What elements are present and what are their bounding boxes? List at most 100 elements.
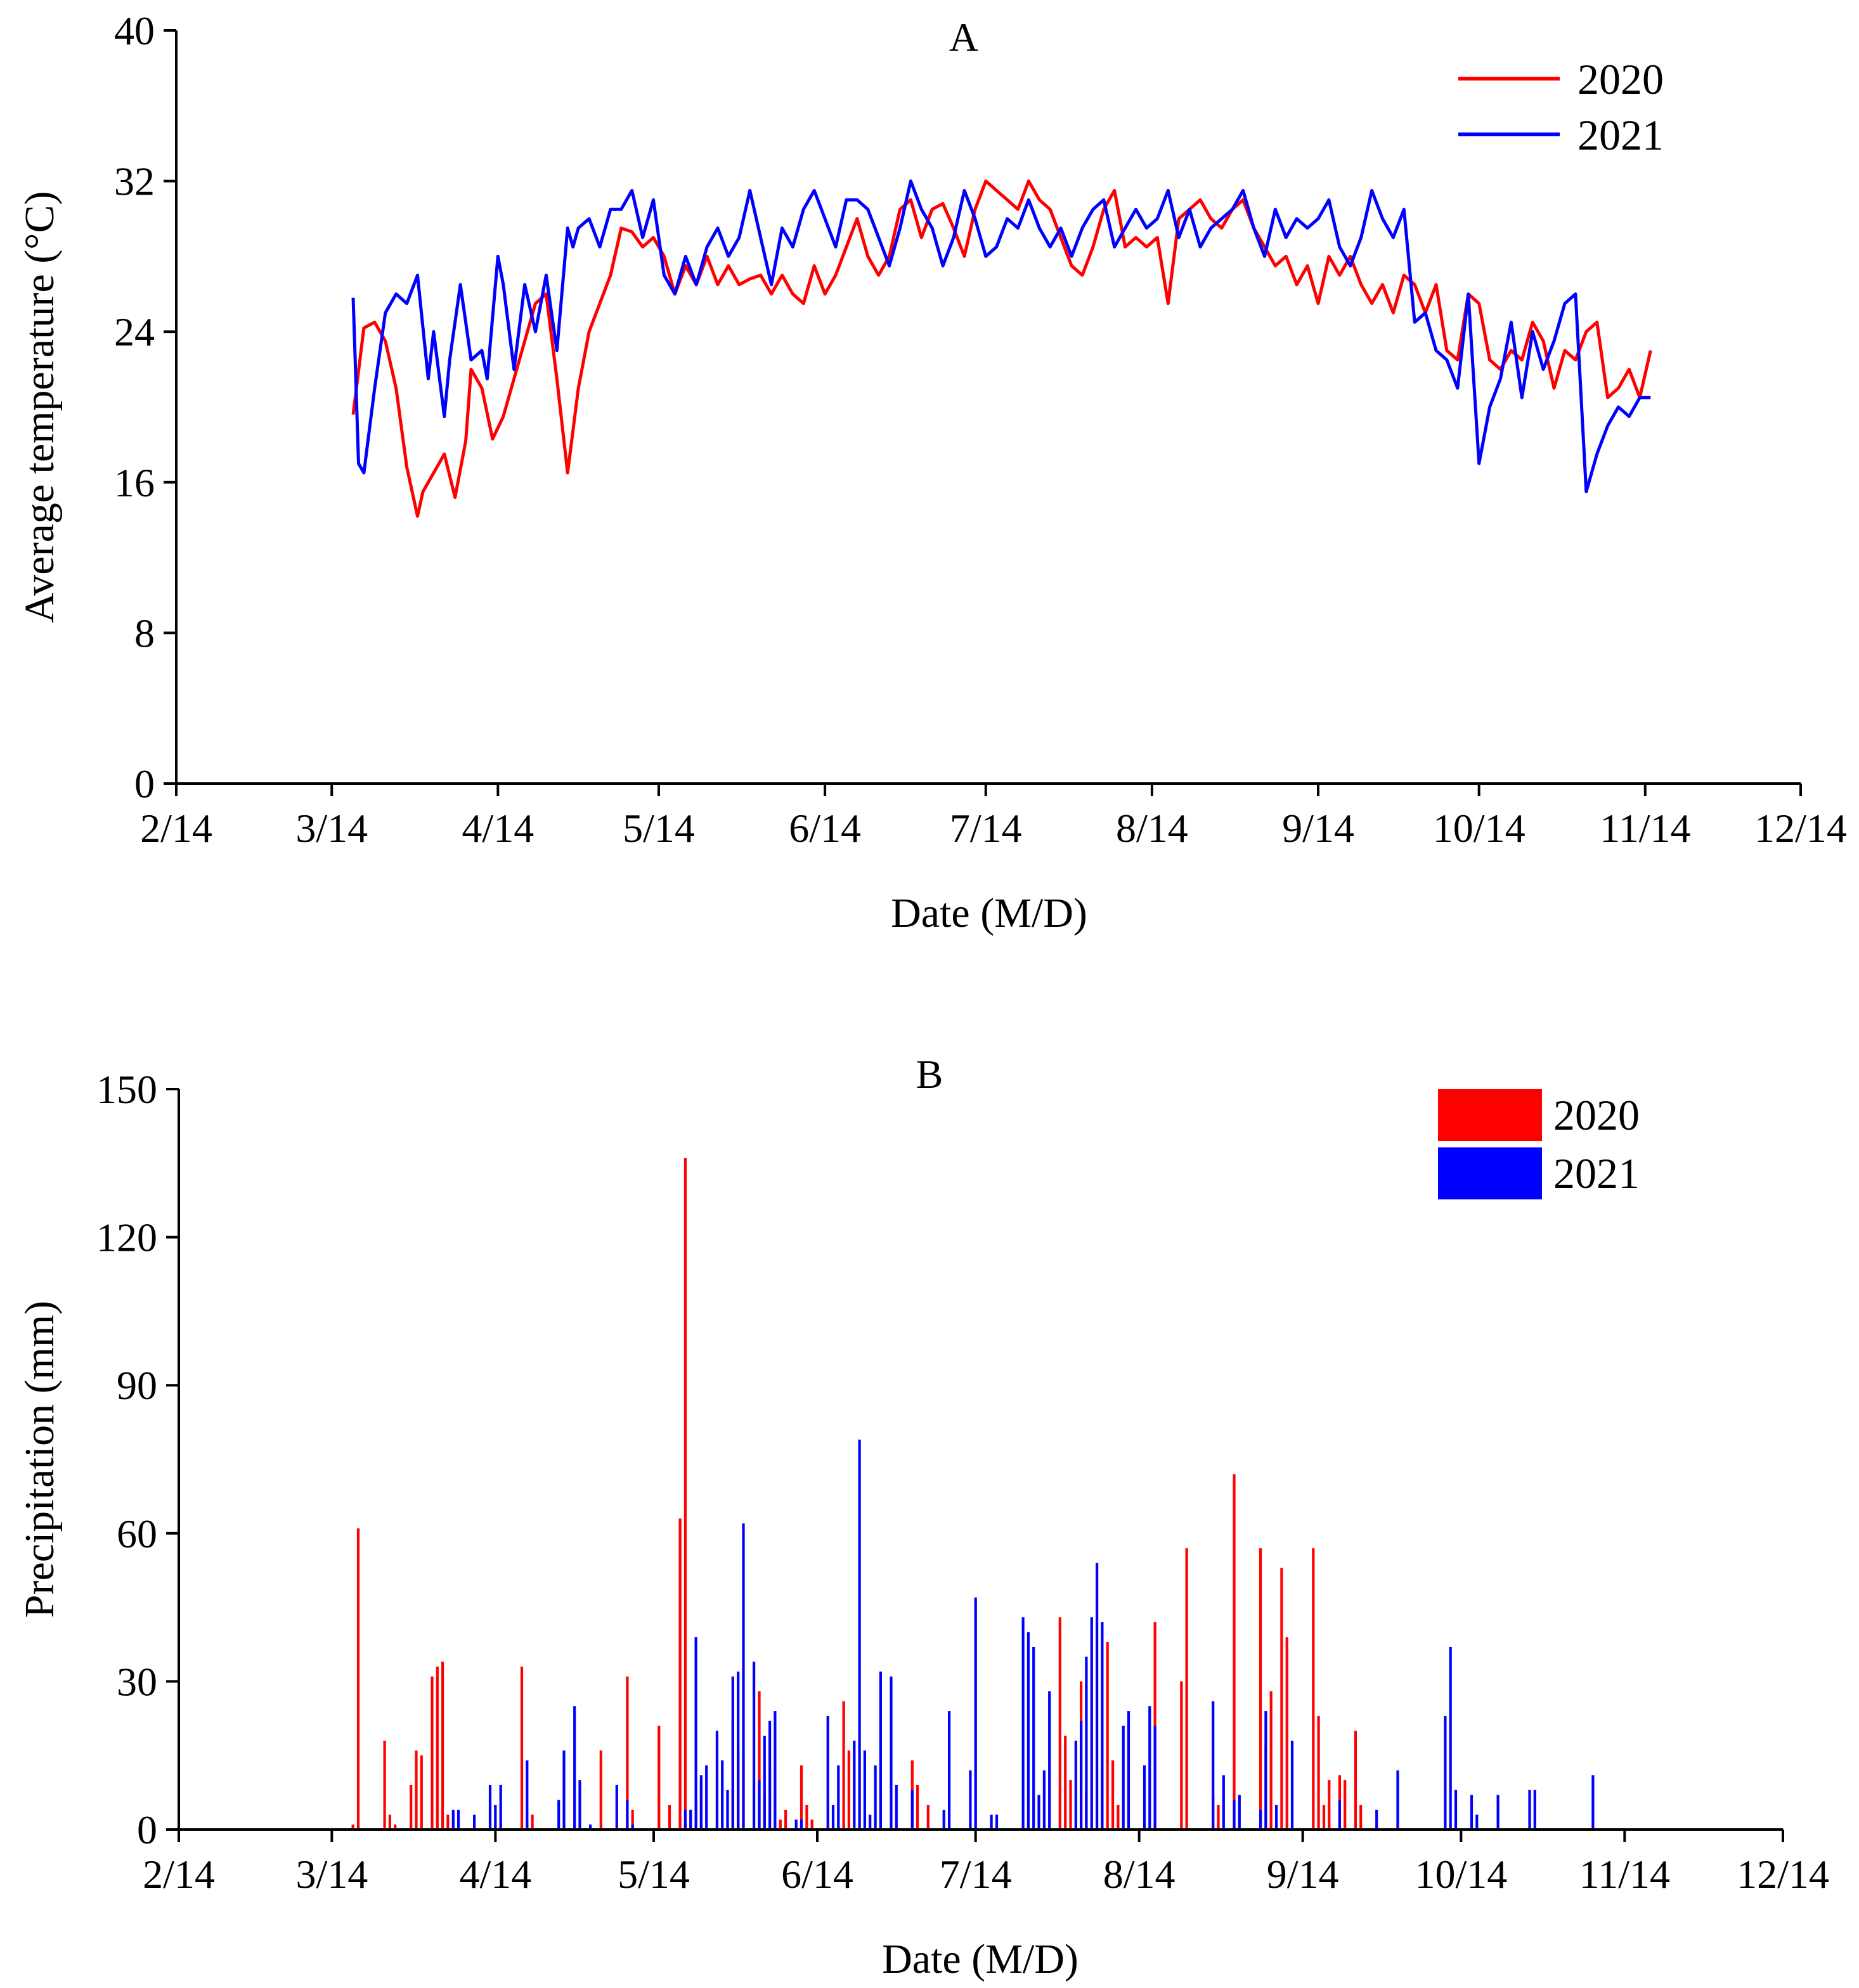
bar-2020 <box>668 1805 671 1830</box>
x-tick-label: 2/14 <box>140 806 212 851</box>
bar-2021 <box>1085 1656 1088 1830</box>
bar-2020 <box>1180 1681 1183 1830</box>
bar-2021 <box>562 1750 566 1830</box>
bar-2021 <box>869 1814 872 1830</box>
bar-2021 <box>1533 1790 1536 1830</box>
bar-2021 <box>499 1785 502 1830</box>
bar-2021 <box>1021 1617 1025 1830</box>
bar-2021 <box>683 1809 687 1830</box>
bar-2020 <box>916 1785 919 1830</box>
bar-2020 <box>784 1809 787 1830</box>
bar-2021 <box>1096 1563 1099 1830</box>
bar-2020 <box>678 1518 682 1830</box>
bar-2020 <box>531 1814 534 1830</box>
bar-2021 <box>853 1740 856 1830</box>
panel-b-precipitation-chart: B 0 30 60 90 120 150 2/14 3/14 4/14 5/14 6/14 7/14 8… <box>16 1052 1829 1982</box>
bar-2021 <box>858 1439 861 1830</box>
bar-2021 <box>879 1671 882 1830</box>
x-tick-label: 5/14 <box>623 806 695 851</box>
bar-2021 <box>731 1676 734 1830</box>
y-tick-label: 16 <box>114 460 155 505</box>
bar-2021 <box>494 1805 497 1830</box>
x-tick-label: 2/14 <box>143 1852 215 1897</box>
y-tick-label: 30 <box>117 1659 157 1704</box>
bar-2020 <box>388 1814 391 1830</box>
bar-2020 <box>446 1814 450 1830</box>
bar-2021 <box>578 1780 581 1830</box>
legend-2020-label: 2020 <box>1577 55 1664 103</box>
legend-2021-label: 2021 <box>1553 1149 1640 1197</box>
bar-2020 <box>520 1667 524 1830</box>
bar-2020 <box>436 1667 439 1830</box>
bar-2021 <box>1528 1790 1531 1830</box>
bar-2021 <box>768 1720 772 1830</box>
panel-a-ticks: 0 8 16 24 32 40 2/14 3/14 4/14 5/14 6/14 7/14 8/14 9/… <box>114 8 1847 851</box>
panel-b-legend: 2020 2021 <box>1438 1089 1640 1199</box>
bar-2021 <box>573 1706 576 1830</box>
bar-2021 <box>1444 1715 1447 1830</box>
bar-2021 <box>715 1731 718 1830</box>
bar-2021 <box>1122 1726 1125 1830</box>
bar-2020 <box>842 1701 845 1830</box>
bar-2021 <box>758 1780 761 1830</box>
bar-2020 <box>683 1158 687 1830</box>
bar-2021 <box>874 1765 877 1830</box>
x-tick-label: 5/14 <box>618 1852 690 1897</box>
bar-2021 <box>557 1800 560 1830</box>
bar-2021 <box>942 1809 945 1830</box>
x-tick-label: 9/14 <box>1282 806 1354 851</box>
bar-2020 <box>1328 1780 1331 1830</box>
panel-a-temperature-chart: A 0 8 16 24 32 40 2/14 3/14 4/14 5/14 6/14 7/14 8/14… <box>16 8 1847 936</box>
bar-2021 <box>1275 1805 1278 1830</box>
y-tick-label: 40 <box>114 8 155 53</box>
bar-2020 <box>805 1805 808 1830</box>
bar-2021 <box>1591 1775 1595 1830</box>
bar-2020 <box>1285 1637 1288 1830</box>
y-tick-label: 120 <box>96 1215 157 1260</box>
x-tick-label: 8/14 <box>1116 806 1188 851</box>
bar-2021 <box>1496 1795 1500 1830</box>
y-tick-label: 24 <box>114 309 155 354</box>
bar-2021 <box>726 1790 729 1830</box>
bar-2021 <box>721 1760 724 1830</box>
legend-2021-label: 2021 <box>1577 111 1664 159</box>
bar-2021 <box>1238 1795 1241 1830</box>
bar-2020 <box>441 1662 444 1830</box>
bar-2021 <box>699 1775 703 1830</box>
bar-2020 <box>410 1785 413 1830</box>
bar-2021 <box>626 1800 629 1830</box>
bar-2021 <box>753 1662 756 1830</box>
bar-2020 <box>1344 1780 1347 1830</box>
bar-2021 <box>1470 1795 1474 1830</box>
x-tick-label: 7/14 <box>940 1852 1012 1897</box>
bar-2020 <box>657 1726 661 1830</box>
y-tick-label: 0 <box>137 1807 157 1852</box>
x-tick-label: 3/14 <box>295 1852 368 1897</box>
bar-2020 <box>1069 1780 1072 1830</box>
legend-2020-label: 2020 <box>1553 1091 1640 1139</box>
bar-2020 <box>1185 1548 1188 1830</box>
bar-2020 <box>420 1755 423 1830</box>
bar-2021 <box>1290 1740 1294 1830</box>
bar-2021 <box>794 1819 798 1830</box>
bar-2020 <box>1117 1805 1120 1830</box>
legend-2020-swatch <box>1438 1089 1542 1141</box>
x-tick-label: 6/14 <box>789 806 861 851</box>
bar-2020 <box>351 1824 354 1830</box>
bar-2021 <box>1375 1809 1378 1830</box>
bar-2021 <box>694 1637 697 1830</box>
bar-2021 <box>1396 1770 1399 1830</box>
panel-b-label: B <box>916 1052 943 1097</box>
bar-2020 <box>356 1528 360 1830</box>
bar-2020 <box>1354 1731 1357 1830</box>
series-line-2021 <box>351 179 1651 494</box>
x-tick-label: 10/14 <box>1415 1852 1507 1897</box>
bar-2021 <box>890 1676 893 1830</box>
legend-2021-swatch <box>1438 1147 1542 1199</box>
bar-2021 <box>737 1671 740 1830</box>
bar-2021 <box>763 1736 766 1830</box>
bar-2020 <box>394 1824 397 1830</box>
bar-2020 <box>1217 1805 1220 1830</box>
panel-b-x-axis-title: Date (M/D) <box>882 1936 1078 1982</box>
